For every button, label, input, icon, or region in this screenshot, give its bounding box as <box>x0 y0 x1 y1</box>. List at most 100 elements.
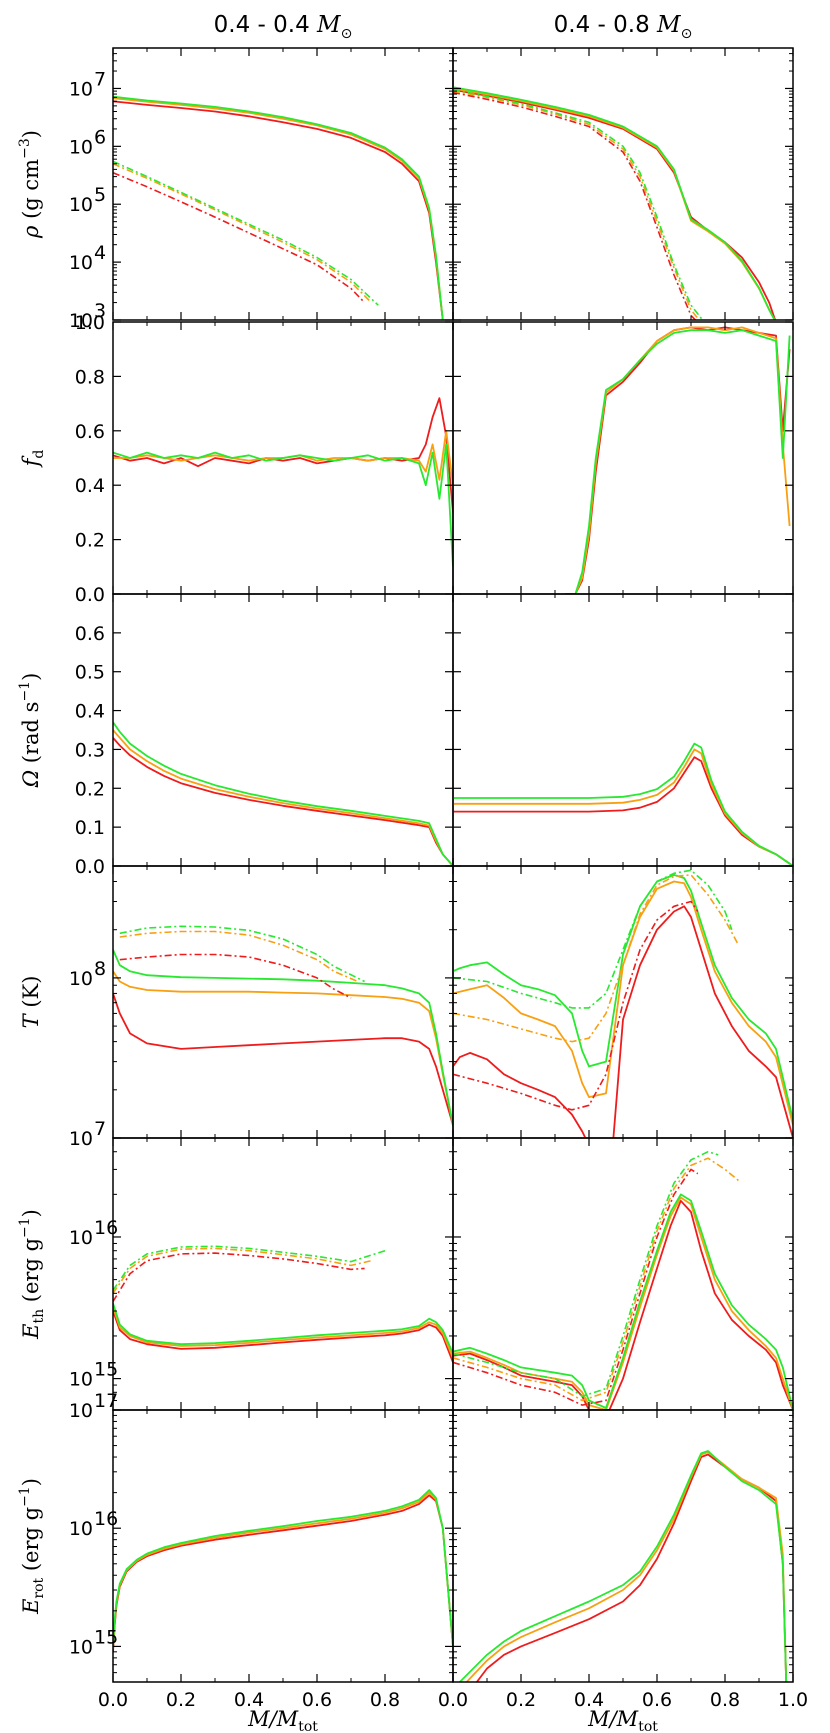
y-tick-label: 1.0 <box>75 312 105 334</box>
y-tick-label: 0.4 <box>75 701 105 723</box>
panel-frame <box>452 593 794 867</box>
y-tick-label: 10 <box>69 1369 93 1391</box>
series-red-solid <box>476 1453 788 1682</box>
y-tick-label: 0.0 <box>75 584 105 606</box>
x-tick-label: 0.4 <box>574 1689 604 1711</box>
y-tick-label: 0.6 <box>75 623 105 645</box>
ylabel-rho: ρ (g cm−3) <box>17 130 43 239</box>
ticks <box>452 594 794 867</box>
series-green-dashdot <box>453 1150 719 1398</box>
y-tick-label: 0.6 <box>75 421 105 443</box>
y-tick-exponent: 7 <box>94 68 106 90</box>
series-green-solid <box>453 874 793 1121</box>
y-tick-label: 10 <box>69 136 93 158</box>
series-red-solid <box>113 397 453 513</box>
panel-Eth-col2 <box>452 1137 794 1411</box>
series-group <box>453 86 777 320</box>
y-tick-exponent: 7 <box>94 1118 106 1140</box>
series-group <box>453 869 793 1138</box>
y-tick-exponent: 8 <box>94 958 106 980</box>
column-title-1: 0.4 - 0.4 M⊙ <box>214 12 353 42</box>
y-tick-label: 10 <box>69 310 93 332</box>
series-group <box>113 1245 453 1363</box>
y-tick-label: 0.5 <box>75 662 105 684</box>
panel-frame <box>112 1137 454 1411</box>
series-red-solid <box>453 1199 793 1410</box>
row-omega: Ω (rad s−1) 0.0 0.1 0.2 0.3 0.4 0.5 0.6 <box>17 593 794 878</box>
panel-fd-col2 <box>452 321 794 595</box>
series-green-solid <box>113 95 444 320</box>
ticks: 0.0 0.2 0.4 0.6 0.8 1.0 <box>75 312 454 606</box>
y-tick-exponent: 15 <box>94 1359 118 1381</box>
series-group <box>113 95 444 320</box>
panel-frame <box>452 1409 794 1683</box>
y-tick-label: 10 <box>69 252 93 274</box>
series-orange-solid <box>113 97 444 320</box>
series-red-dashdot <box>113 171 366 304</box>
ticks <box>452 1138 794 1410</box>
x-tick-label: 1.0 <box>778 1689 808 1711</box>
panel-frame <box>112 593 454 867</box>
panel-frame <box>112 865 454 1139</box>
series-group <box>113 1489 453 1652</box>
series-orange-solid <box>113 1491 453 1650</box>
ticks: 0.0 0.1 0.2 0.3 0.4 0.5 0.6 <box>75 594 454 878</box>
series-red-dashdot <box>453 1168 699 1406</box>
x-tick-label: 0.6 <box>642 1689 672 1711</box>
panel-T-col2 <box>452 865 794 1139</box>
y-tick-label: 10 <box>69 1227 93 1249</box>
x-tick-label: 0.2 <box>506 1689 536 1711</box>
series-orange-solid <box>465 1451 788 1682</box>
y-tick-label: 0.8 <box>75 366 105 388</box>
y-tick-label: 0.1 <box>75 817 105 839</box>
x-tick-label: 0.0 <box>98 1689 128 1711</box>
panel-rho-col2 <box>452 47 794 321</box>
series-orange-dashdot <box>113 1247 372 1294</box>
panel-fd-col1: 0.0 0.2 0.4 0.6 0.8 1.0 <box>75 312 454 606</box>
xlabel-col2: M/Mtot <box>587 1707 658 1733</box>
panel-frame <box>112 1409 454 1683</box>
column-title-2: 0.4 - 0.8 M⊙ <box>554 12 693 42</box>
series-green-dashdot <box>453 869 733 1009</box>
series-orange-solid <box>113 429 453 486</box>
y-tick-label: 0.0 <box>75 856 105 878</box>
y-tick-exponent: 16 <box>94 1217 118 1239</box>
series-group <box>459 1450 788 1682</box>
series-green-solid <box>453 86 776 320</box>
series-red-solid <box>565 326 791 594</box>
series-green-solid <box>113 721 453 866</box>
series-red-dashdot <box>119 953 352 999</box>
ticks <box>452 321 794 595</box>
series-group <box>113 925 453 1126</box>
series-red-dashdot <box>453 91 697 320</box>
series-orange-dashdot <box>453 874 740 1043</box>
ticks <box>452 48 794 321</box>
series-orange-solid <box>113 970 453 1126</box>
y-tick-exponent: 16 <box>94 1508 118 1530</box>
series-orange-dashdot <box>453 90 701 320</box>
y-tick-label: 10 <box>69 194 93 216</box>
y-tick-label: 0.4 <box>75 475 105 497</box>
series-red-solid <box>113 737 453 866</box>
y-tick-label: 0.2 <box>75 778 105 800</box>
series-group <box>453 1150 793 1410</box>
series-group <box>565 326 791 594</box>
series-orange-solid <box>565 326 791 594</box>
y-tick-label: 0.2 <box>75 530 105 552</box>
x-tick-label: 0.2 <box>166 1689 196 1711</box>
panel-frame <box>452 321 794 595</box>
series-red-solid <box>453 905 793 1138</box>
panel-frame <box>452 1137 794 1411</box>
series-red-solid <box>453 756 793 866</box>
series-green-solid <box>113 443 453 567</box>
column-titles: 0.4 - 0.4 M⊙ 0.4 - 0.8 M⊙ <box>214 12 693 42</box>
x-tick-label: 0.8 <box>370 1689 400 1711</box>
